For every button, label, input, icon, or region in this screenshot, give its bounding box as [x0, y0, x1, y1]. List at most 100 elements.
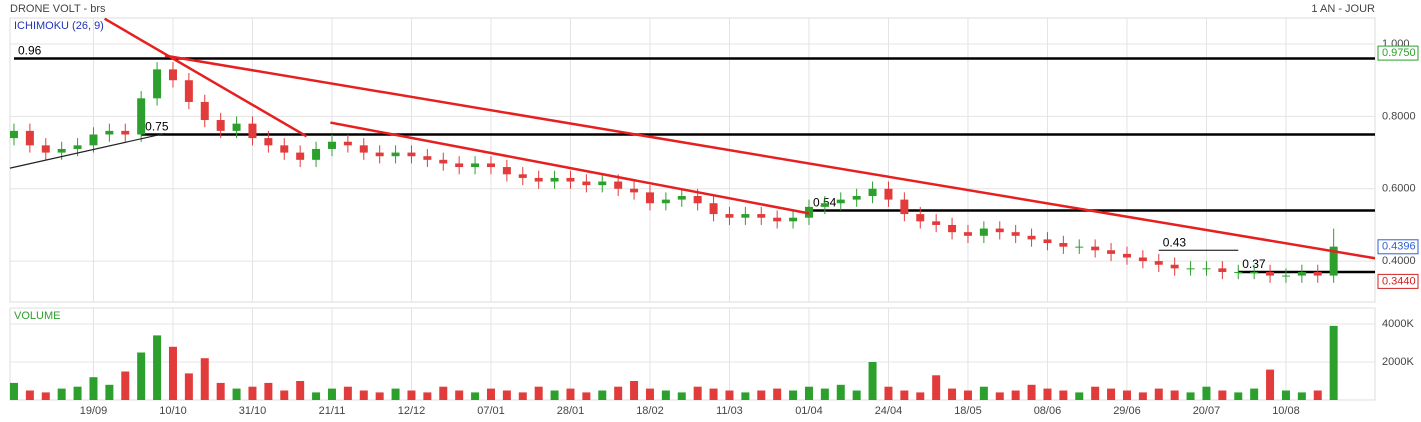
volume-bar [89, 377, 98, 400]
candle-body [534, 177, 543, 182]
level-label: 0.37 [1242, 257, 1266, 271]
candle-body [773, 217, 782, 222]
chart-subtitle: 1 AN - JOUR [1311, 3, 1375, 15]
candle-body [1186, 268, 1195, 270]
volume-bar [677, 392, 686, 400]
volume-bar [41, 392, 50, 400]
volume-title: VOLUME [14, 310, 60, 322]
candle-body [343, 141, 352, 146]
candle-body [312, 148, 321, 160]
candle-body [693, 195, 702, 204]
volume-bar [645, 388, 654, 400]
x-tick-label: 19/09 [80, 405, 108, 417]
candle-body [709, 203, 718, 215]
candle-body [1011, 232, 1020, 236]
volume-bar [391, 388, 400, 400]
x-tick-label: 21/11 [319, 405, 346, 417]
candle-body [1234, 271, 1243, 273]
candle-body [1043, 239, 1052, 244]
candle-body [677, 195, 686, 200]
candle-body [963, 232, 972, 236]
trend-line [164, 54, 1376, 260]
x-tick-label: 01/04 [795, 405, 823, 417]
volume-bar [1138, 392, 1147, 400]
candle-body [439, 159, 448, 164]
candle-body [948, 224, 957, 233]
volume-bar [375, 392, 384, 400]
volume-bar [1075, 392, 1084, 400]
candle-body [248, 123, 257, 139]
volume-bar [200, 358, 209, 400]
volume-bar [916, 392, 925, 400]
price-label: 0.3440 [1382, 275, 1416, 287]
candle-body [582, 181, 591, 186]
x-tick-label: 10/08 [1272, 405, 1300, 417]
candle-body [916, 214, 925, 222]
candle-body [9, 130, 18, 139]
volume-bar [582, 392, 591, 400]
y-tick-label: 2000K [1382, 356, 1414, 368]
candle-body [1329, 246, 1338, 276]
volume-bar [327, 388, 336, 400]
candle-body [168, 69, 177, 81]
volume-bar [868, 361, 877, 400]
x-tick-label: 18/05 [954, 405, 982, 417]
level-label: 0.96 [18, 44, 42, 58]
volume-bar [884, 386, 893, 400]
candle-body [1297, 271, 1306, 276]
x-tick-label: 08/06 [1034, 405, 1062, 417]
x-tick-label: 11/03 [716, 405, 743, 417]
volume-bar [248, 386, 257, 400]
volume-bar [137, 352, 146, 400]
candle-body [184, 80, 193, 102]
volume-panel [9, 307, 1376, 401]
x-tick-label: 28/01 [557, 405, 585, 417]
candle-body [200, 101, 209, 121]
volume-bar [1154, 388, 1163, 400]
candle-body [661, 199, 670, 204]
candle-body [1170, 264, 1179, 269]
volume-bar [121, 371, 130, 400]
candle-body [232, 123, 241, 131]
volume-bar [1234, 392, 1243, 400]
level-label: 0.75 [145, 120, 169, 134]
candle-body [757, 214, 766, 218]
candle-body [359, 145, 368, 153]
volume-bar [630, 380, 639, 400]
volume-bar [550, 390, 559, 400]
candle-body [280, 145, 289, 153]
volume-bar [486, 388, 495, 400]
candle-body [264, 138, 273, 146]
volume-bar [105, 384, 114, 400]
volume-bar [407, 390, 416, 400]
candle-body [566, 177, 575, 182]
volume-bar [1170, 390, 1179, 400]
volume-bar [852, 390, 861, 400]
volume-bar [1266, 369, 1275, 400]
volume-bar [1011, 390, 1020, 400]
volume-bar [1218, 390, 1227, 400]
x-tick-label: 18/02 [636, 405, 664, 417]
volume-bar [312, 392, 321, 400]
candle-body [137, 98, 146, 135]
candle-body [1027, 235, 1036, 240]
volume-bar [455, 390, 464, 400]
candle-body [1250, 271, 1259, 273]
trend-line [103, 17, 308, 138]
candle-body [884, 188, 893, 200]
volume-bar [979, 386, 988, 400]
volume-bar [264, 382, 273, 400]
volume-bar [1297, 392, 1306, 400]
candle-body [73, 145, 82, 149]
volume-bar [789, 390, 798, 400]
candle-body [932, 221, 941, 225]
candle-body [1075, 246, 1084, 248]
volume-bar [820, 388, 829, 400]
y-tick-label: 0.8000 [1382, 110, 1416, 122]
volume-bar [153, 335, 162, 400]
volume-bar [598, 390, 607, 400]
volume-bar [1027, 384, 1036, 400]
candle-body [153, 69, 162, 99]
volume-bar [534, 386, 543, 400]
y-tick-label: 0.6000 [1382, 183, 1416, 195]
